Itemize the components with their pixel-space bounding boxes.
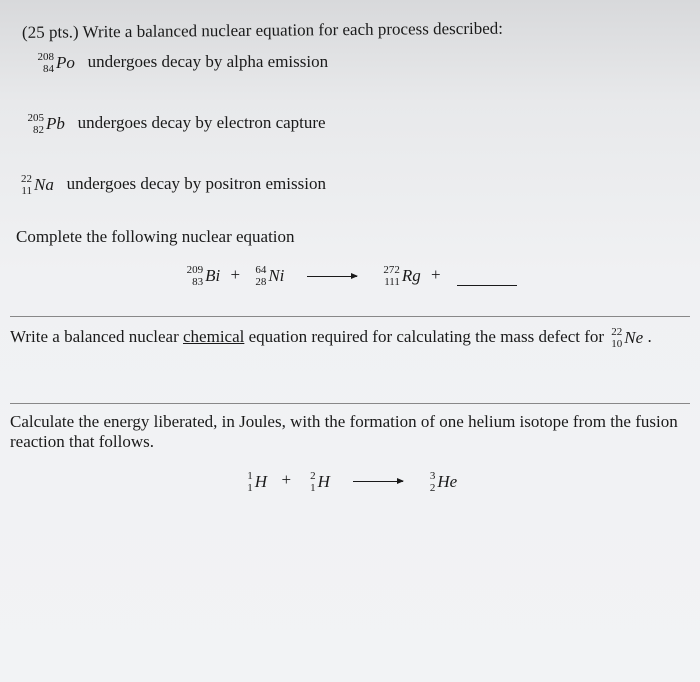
question-1: 208 84 Po undergoes decay by alpha emiss… — [10, 52, 690, 73]
question-3: 22 11 Na undergoes decay by positron emi… — [10, 174, 690, 195]
equation-1: 209 83 Bi + 64 28 Ni 272 111 Rg + — [10, 265, 690, 286]
nuclide-bi209: 209 83 Bi — [203, 266, 220, 286]
plus-sign: + — [431, 265, 441, 284]
nuclide-h2: 2 1 H — [316, 472, 330, 492]
underlined-word: chemical — [183, 327, 244, 346]
nuclide-ni64: 64 28 Ni — [266, 266, 284, 286]
arrow-icon — [353, 481, 403, 482]
question-4-text: Complete the following nuclear equation — [10, 227, 690, 247]
arrow-icon — [307, 276, 357, 277]
nuclide-po208: 208 84 Po — [54, 53, 75, 73]
question-2: 205 82 Pb undergoes decay by electron ca… — [10, 113, 690, 134]
nuclide-pb205: 205 82 Pb — [44, 114, 65, 134]
equation-2: 1 1 H + 2 1 H 3 2 He — [10, 470, 690, 491]
nuclide-rg272: 272 111 Rg — [400, 266, 421, 286]
plus-sign: + — [230, 265, 240, 284]
nuclide-he3: 3 2 He — [435, 472, 457, 492]
q1-text: undergoes decay by alpha emission — [88, 52, 328, 71]
question-5: Write a balanced nuclear chemical equati… — [10, 316, 690, 348]
q2-text: undergoes decay by electron capture — [78, 113, 326, 132]
question-intro: (25 pts.) Write a balanced nuclear equat… — [10, 17, 690, 43]
q3-text: undergoes decay by positron emission — [67, 174, 326, 193]
nuclide-na22: 22 11 Na — [32, 175, 54, 195]
worksheet-content: (25 pts.) Write a balanced nuclear equat… — [10, 20, 690, 492]
question-6-text: Calculate the energy liberated, in Joule… — [10, 403, 690, 452]
plus-sign: + — [277, 470, 295, 489]
blank-line — [457, 285, 517, 286]
nuclide-ne22: 22 10 Ne — [622, 328, 643, 348]
nuclide-h1: 1 1 H — [253, 472, 267, 492]
